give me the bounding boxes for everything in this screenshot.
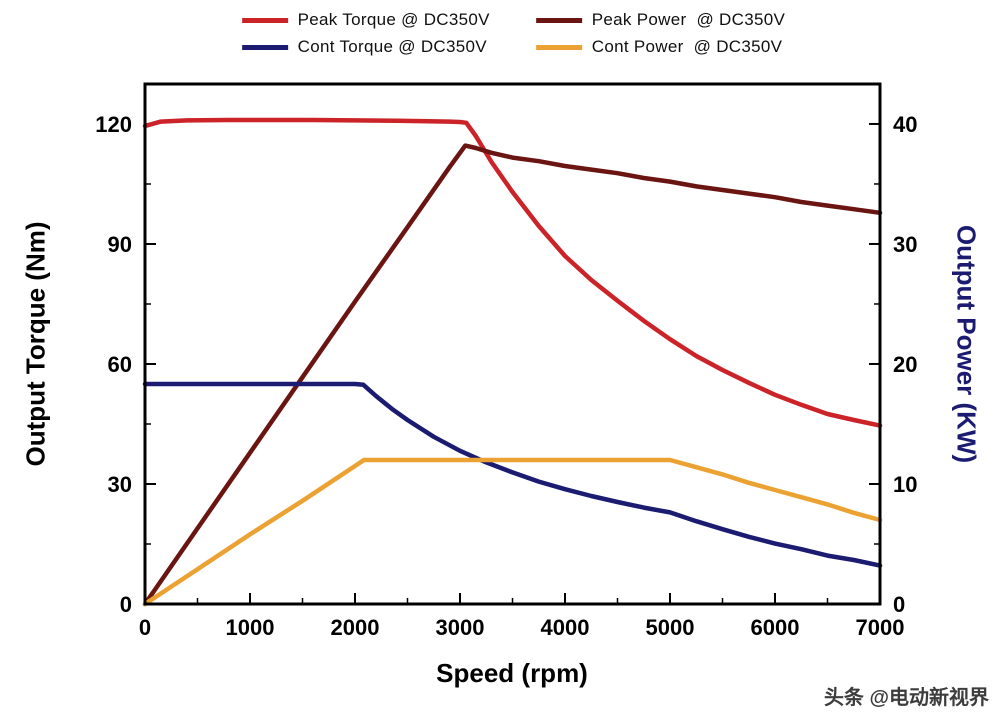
svg-text:4000: 4000 bbox=[541, 615, 590, 640]
legend-swatch-peak-torque-icon bbox=[241, 17, 288, 23]
svg-text:0: 0 bbox=[139, 615, 151, 640]
watermark-text: 头条 @电动新视界 bbox=[823, 687, 989, 709]
svg-text:40: 40 bbox=[893, 112, 917, 137]
svg-text:6000: 6000 bbox=[751, 615, 800, 640]
svg-text:0: 0 bbox=[120, 592, 132, 617]
svg-text:60: 60 bbox=[108, 352, 132, 377]
svg-text:90: 90 bbox=[108, 232, 132, 257]
svg-text:20: 20 bbox=[893, 352, 917, 377]
legend-label-peak-power: Peak Power @ DC350V bbox=[591, 10, 786, 29]
legend-swatch-peak-power-icon bbox=[535, 17, 582, 23]
svg-text:2000: 2000 bbox=[331, 615, 380, 640]
x-axis-title: Speed (rpm) bbox=[436, 658, 588, 688]
svg-text:7000: 7000 bbox=[856, 615, 905, 640]
svg-text:1000: 1000 bbox=[226, 615, 275, 640]
svg-text:3000: 3000 bbox=[436, 615, 485, 640]
legend-item-peak-torque: Peak Torque @ DC350V bbox=[241, 10, 490, 30]
svg-text:0: 0 bbox=[893, 592, 905, 617]
svg-text:30: 30 bbox=[108, 472, 132, 497]
legend-item-cont-power: Cont Power @ DC350V bbox=[535, 37, 785, 57]
y-axis-title-right: Output Power (KW) bbox=[951, 224, 982, 464]
legend-label-peak-torque: Peak Torque @ DC350V bbox=[297, 10, 490, 29]
svg-text:5000: 5000 bbox=[646, 615, 695, 640]
y-axis-title-left: Output Torque (Nm) bbox=[20, 221, 51, 467]
legend-swatch-cont-power-icon bbox=[535, 44, 582, 50]
legend-item-peak-power: Peak Power @ DC350V bbox=[535, 10, 786, 30]
svg-text:120: 120 bbox=[95, 112, 132, 137]
svg-text:30: 30 bbox=[893, 232, 917, 257]
chart-legend: Peak Torque @ DC350V Peak Power @ DC350V… bbox=[241, 10, 786, 57]
legend-label-cont-torque: Cont Torque @ DC350V bbox=[297, 37, 487, 56]
legend-swatch-cont-torque-icon bbox=[241, 44, 288, 50]
legend-item-cont-torque: Cont Torque @ DC350V bbox=[241, 37, 490, 57]
svg-text:10: 10 bbox=[893, 472, 917, 497]
legend-label-cont-power: Cont Power @ DC350V bbox=[591, 37, 783, 56]
